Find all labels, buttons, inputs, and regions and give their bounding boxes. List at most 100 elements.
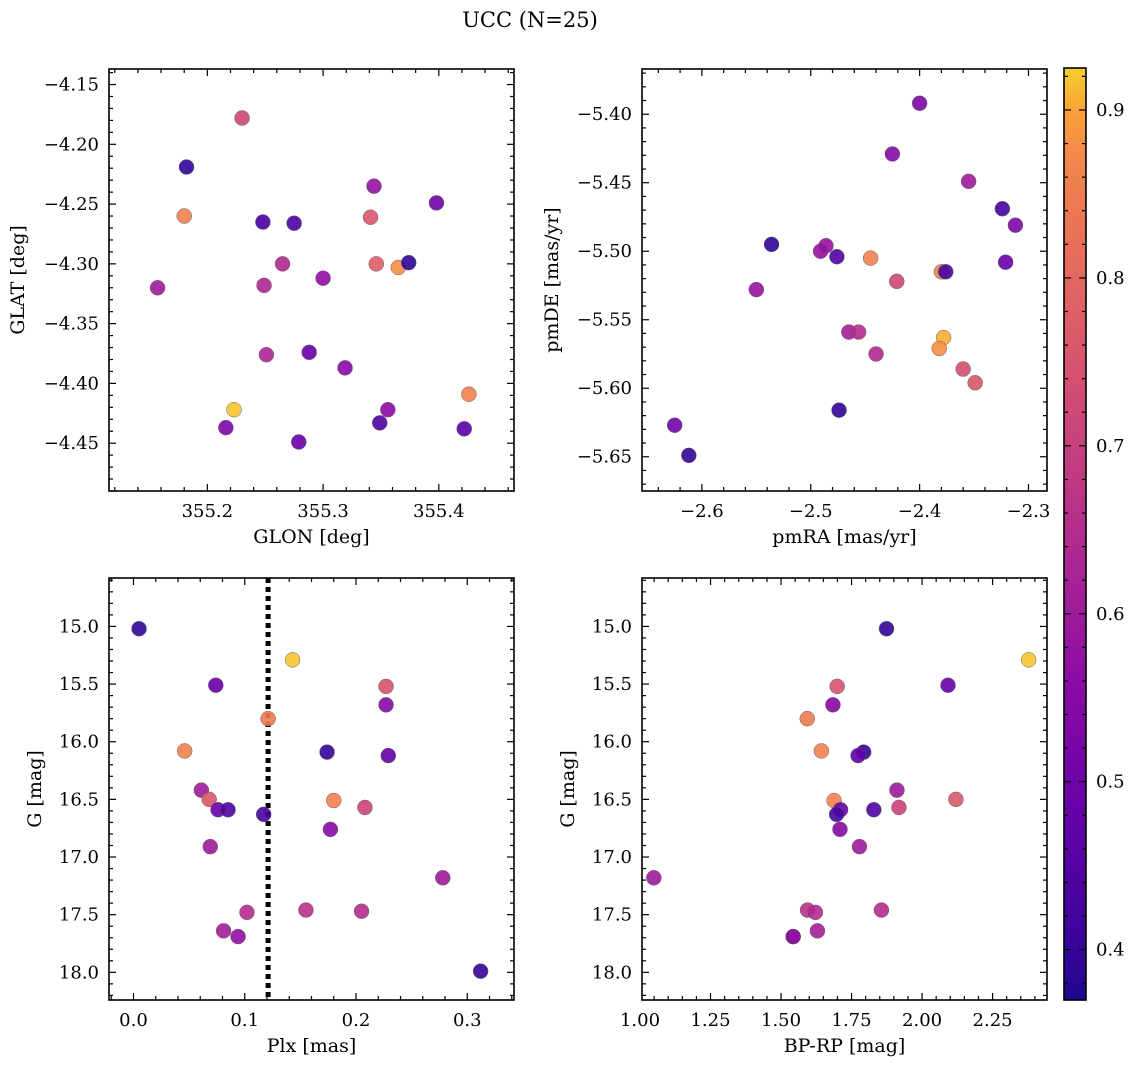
data-point [940,677,956,693]
x-axis-label: Plx [mas] [267,1035,357,1057]
data-point [284,652,301,668]
plot-frame [108,577,515,1001]
data-point [301,344,317,361]
data-point [378,697,394,713]
data-point [315,270,331,286]
data-point [322,821,339,838]
figure-title: UCC (N=25) [462,8,598,32]
x-tick-label: −2.4 [898,501,942,522]
data-point [353,903,370,919]
x-tick-label: 1.50 [761,1010,801,1031]
colorbar: 0.4 0.5 0.6 0.7 0.8 0.9 [1063,67,1125,1001]
x-tick-label: 1.25 [690,1010,730,1031]
x-tick-label: −2.6 [680,501,724,522]
data-point [873,902,890,918]
x-tick-label: 0.0 [119,1010,148,1031]
data-point [967,375,983,391]
plot-frame [641,577,1048,1001]
y-axis-label: G [mag] [557,750,579,828]
y-tick-label: 17.0 [592,847,632,868]
data-point [862,250,879,266]
data-point [176,208,192,224]
colorbar-tick-label: 0.9 [1096,100,1125,121]
data-point [960,173,977,190]
data-point [357,799,373,816]
y-tick-label: −5.60 [577,378,632,399]
data-point [889,782,905,798]
data-point [256,277,272,294]
y-tick-label: 15.0 [59,616,99,637]
data-point [456,421,472,437]
data-point [380,401,396,418]
y-tick-label: 16.0 [59,732,99,753]
data-point [319,744,335,760]
y-tick-label: −5.65 [577,447,632,468]
data-point [461,386,477,402]
data-point [372,415,388,431]
data-point [809,923,826,939]
data-point [378,678,394,695]
data-point [176,743,193,759]
data-point [226,401,242,418]
y-tick-label: 17.5 [592,905,632,926]
y-tick-label: −4.15 [44,75,99,96]
data-point [807,904,824,921]
y-tick-label: 18.0 [59,962,99,983]
data-point [234,110,250,126]
data-point [812,243,829,259]
colorbar-tick-label: 0.6 [1096,604,1125,625]
data-point [666,417,683,433]
data-point [938,264,954,280]
panel-1: 355.2 355.3 355.4 −4.45 −4.40 −4.35 −4.30 −4.25… [7,68,515,548]
y-tick-label: −5.55 [577,310,632,331]
data-point [230,928,246,945]
y-tick-label: −5.40 [577,104,632,125]
colorbar-gradient [1064,68,1086,1000]
x-tick-label: 1.00 [620,1010,660,1031]
data-point [218,419,234,436]
data-point [832,821,848,838]
colorbar-tick-label: 0.5 [1096,772,1125,793]
data-point [681,447,697,464]
data-point [997,254,1014,270]
data-point [891,799,907,816]
data-point [435,870,451,886]
data-point [646,870,662,886]
data-point [785,928,801,945]
colorbar-frame [1063,67,1087,1001]
x-tick-label: 0.2 [342,1010,371,1031]
data-point [400,254,417,271]
data-point [851,838,868,855]
data-point [286,215,302,231]
data-point [850,324,867,340]
colorbar-tick-label: 0.8 [1096,268,1125,289]
data-point [748,281,765,298]
plot-frame [108,68,515,492]
data-point [799,710,816,727]
data-point [994,201,1011,217]
data-point [215,923,232,939]
data-point [889,273,905,290]
y-axis-label: GLAT [deg] [7,225,29,335]
data-point [220,802,236,818]
data-point [362,209,379,225]
x-tick-label: 355.3 [297,501,349,522]
y-tick-label: −4.20 [44,134,99,155]
x-tick-label: 355.2 [182,501,234,522]
panel-4: 1.00 1.25 1.50 1.75 2.00 2.25 15.0 15.5 16.0 16.5… [557,577,1048,1057]
plot-frame [641,68,1048,492]
data-point [831,402,847,418]
data-point [260,710,276,727]
y-tick-label: −5.45 [577,173,632,194]
x-tick-label: 2.00 [902,1010,942,1031]
data-point [911,95,928,112]
y-tick-label: −4.30 [44,254,99,275]
panels: 355.2 355.3 355.4 −4.45 −4.40 −4.35 −4.30 −4.25… [7,68,1050,1057]
panel-3: 0.0 0.1 0.2 0.3 15.0 15.5 16.0 16.5 17.0 17.5 18.0… [24,577,515,1057]
colorbar-tick-label: 0.7 [1096,436,1125,457]
data-point [208,677,224,693]
data-point [884,146,901,162]
data-point [149,280,166,296]
data-point [255,806,272,823]
data-point [131,620,147,637]
